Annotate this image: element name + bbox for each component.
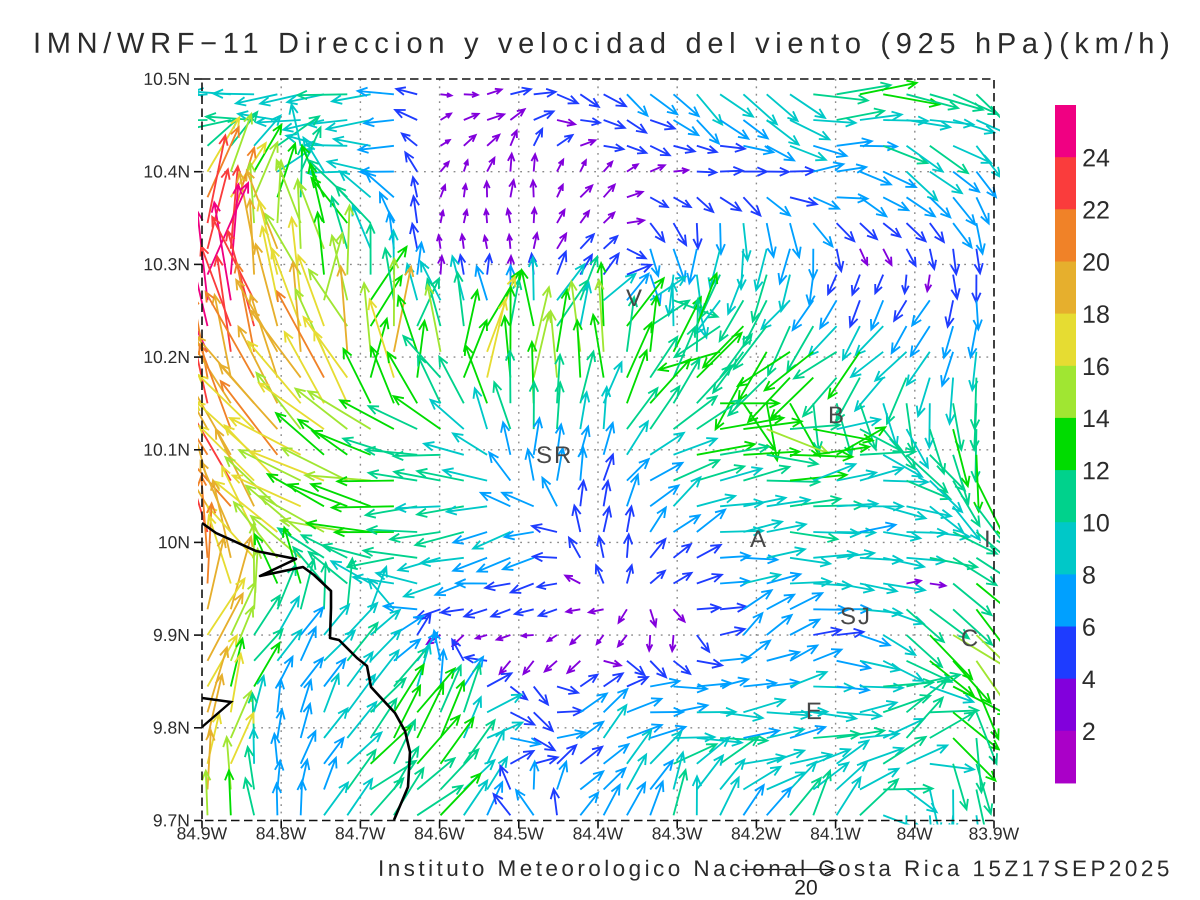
svg-text:84.8W: 84.8W	[256, 823, 307, 843]
svg-text:I: I	[984, 526, 993, 553]
svg-text:84.3W: 84.3W	[652, 824, 703, 844]
svg-text:4: 4	[1082, 666, 1096, 694]
svg-text:84W: 84W	[897, 824, 933, 844]
svg-text:84.5W: 84.5W	[493, 823, 544, 843]
svg-text:20: 20	[794, 876, 817, 899]
svg-text:SR: SR	[536, 442, 573, 469]
svg-text:84.4W: 84.4W	[573, 823, 624, 843]
svg-text:10.1N: 10.1N	[143, 440, 190, 460]
svg-text:84.6W: 84.6W	[414, 823, 465, 843]
svg-text:16: 16	[1082, 353, 1110, 381]
svg-text:9.7N: 9.7N	[153, 810, 190, 830]
svg-text:V: V	[626, 285, 644, 312]
svg-text:6: 6	[1082, 614, 1096, 642]
svg-text:A: A	[750, 526, 768, 553]
svg-text:9.9N: 9.9N	[153, 625, 190, 645]
svg-text:84.9W: 84.9W	[177, 823, 228, 843]
svg-text:12: 12	[1082, 457, 1110, 485]
svg-text:22: 22	[1082, 196, 1110, 224]
svg-text:E: E	[806, 698, 824, 725]
svg-text:20: 20	[1082, 249, 1110, 277]
svg-text:10.3N: 10.3N	[143, 254, 190, 274]
svg-text:8: 8	[1082, 562, 1096, 590]
svg-text:SJ: SJ	[840, 603, 872, 630]
svg-text:C: C	[961, 625, 980, 652]
svg-text:18: 18	[1082, 301, 1110, 329]
svg-text:2: 2	[1082, 718, 1096, 746]
svg-text:10.2N: 10.2N	[143, 347, 190, 367]
svg-text:10.4N: 10.4N	[143, 162, 190, 182]
svg-text:9.8N: 9.8N	[153, 718, 190, 738]
svg-text:24: 24	[1082, 144, 1110, 172]
svg-text:B: B	[828, 402, 846, 429]
svg-text:10.5N: 10.5N	[143, 69, 190, 89]
svg-text:84.7W: 84.7W	[335, 823, 386, 843]
svg-text:14: 14	[1082, 405, 1110, 433]
svg-text:84.1W: 84.1W	[810, 824, 861, 844]
svg-text:10: 10	[1082, 509, 1110, 537]
svg-text:83.9W: 83.9W	[969, 824, 1020, 844]
svg-text:84.2W: 84.2W	[731, 824, 782, 844]
svg-text:10N: 10N	[158, 532, 190, 552]
